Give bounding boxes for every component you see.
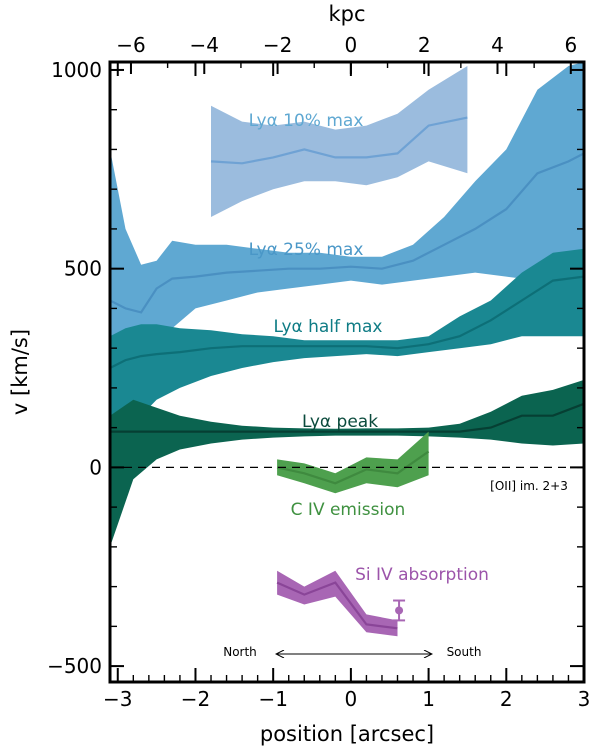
line-civ bbox=[276, 450, 430, 485]
x-tick-label: −2 bbox=[181, 687, 210, 711]
band-lya25 bbox=[110, 62, 584, 408]
band-half bbox=[110, 248, 584, 456]
top-tick-label: 2 bbox=[418, 33, 431, 57]
top-tick-label: −2 bbox=[263, 33, 292, 57]
top-axis-label: kpc bbox=[328, 2, 365, 26]
plot-frame bbox=[108, 60, 586, 684]
x-axis-label: position [arcsec] bbox=[260, 722, 434, 746]
y-tick-label: 500 bbox=[64, 257, 102, 281]
annotation-north: North bbox=[223, 645, 257, 659]
top-tick-label: 0 bbox=[345, 33, 358, 57]
line-siiv bbox=[276, 581, 398, 630]
y-tick-label: 0 bbox=[89, 455, 102, 479]
x-tick-label: 0 bbox=[345, 687, 358, 711]
chart-overlay bbox=[110, 466, 584, 622]
top-tick-label: 6 bbox=[564, 33, 577, 57]
annotation-lya10: Lyα 10% max bbox=[249, 111, 364, 131]
annotation-peak: Lyα peak bbox=[302, 412, 378, 432]
siiv-point bbox=[395, 606, 404, 615]
line-half bbox=[110, 275, 584, 369]
y-tick-label: −500 bbox=[47, 654, 102, 678]
line-lya10 bbox=[210, 116, 468, 165]
band-lya10 bbox=[211, 66, 468, 217]
annotation-south: South bbox=[447, 645, 482, 659]
band-peak bbox=[110, 379, 584, 547]
x-tick-label: −3 bbox=[103, 687, 132, 711]
band-civ bbox=[277, 431, 429, 494]
line-lya25 bbox=[110, 152, 584, 314]
annotation-siiv: Si IV absorption bbox=[355, 565, 489, 585]
top-tick-label: −4 bbox=[190, 33, 219, 57]
x-tick-label: −1 bbox=[258, 687, 287, 711]
annotation-civ: C IV emission bbox=[291, 500, 406, 520]
annotation-lya25: Lyα 25% max bbox=[249, 240, 364, 260]
x-tick-label: 2 bbox=[500, 687, 513, 711]
annotation-half: Lyα half max bbox=[274, 317, 383, 337]
y-tick-label: 1000 bbox=[51, 58, 102, 82]
line-peak bbox=[110, 402, 584, 433]
x-tick-label: 3 bbox=[578, 687, 591, 711]
top-tick-label: 4 bbox=[491, 33, 504, 57]
band-siiv bbox=[277, 570, 398, 637]
annotation-oii: [OII] im. 2+3 bbox=[490, 479, 568, 493]
y-axis-label: v [km/s] bbox=[8, 329, 32, 415]
chart-axes: −3 −2 −1 0 1 2 3 −6 −4 −2 0 2 4 6 −500 0 500 1000 bbox=[47, 33, 590, 711]
top-tick-label: −6 bbox=[116, 33, 145, 57]
x-tick-label: 1 bbox=[422, 687, 435, 711]
chart-bands bbox=[110, 62, 584, 637]
